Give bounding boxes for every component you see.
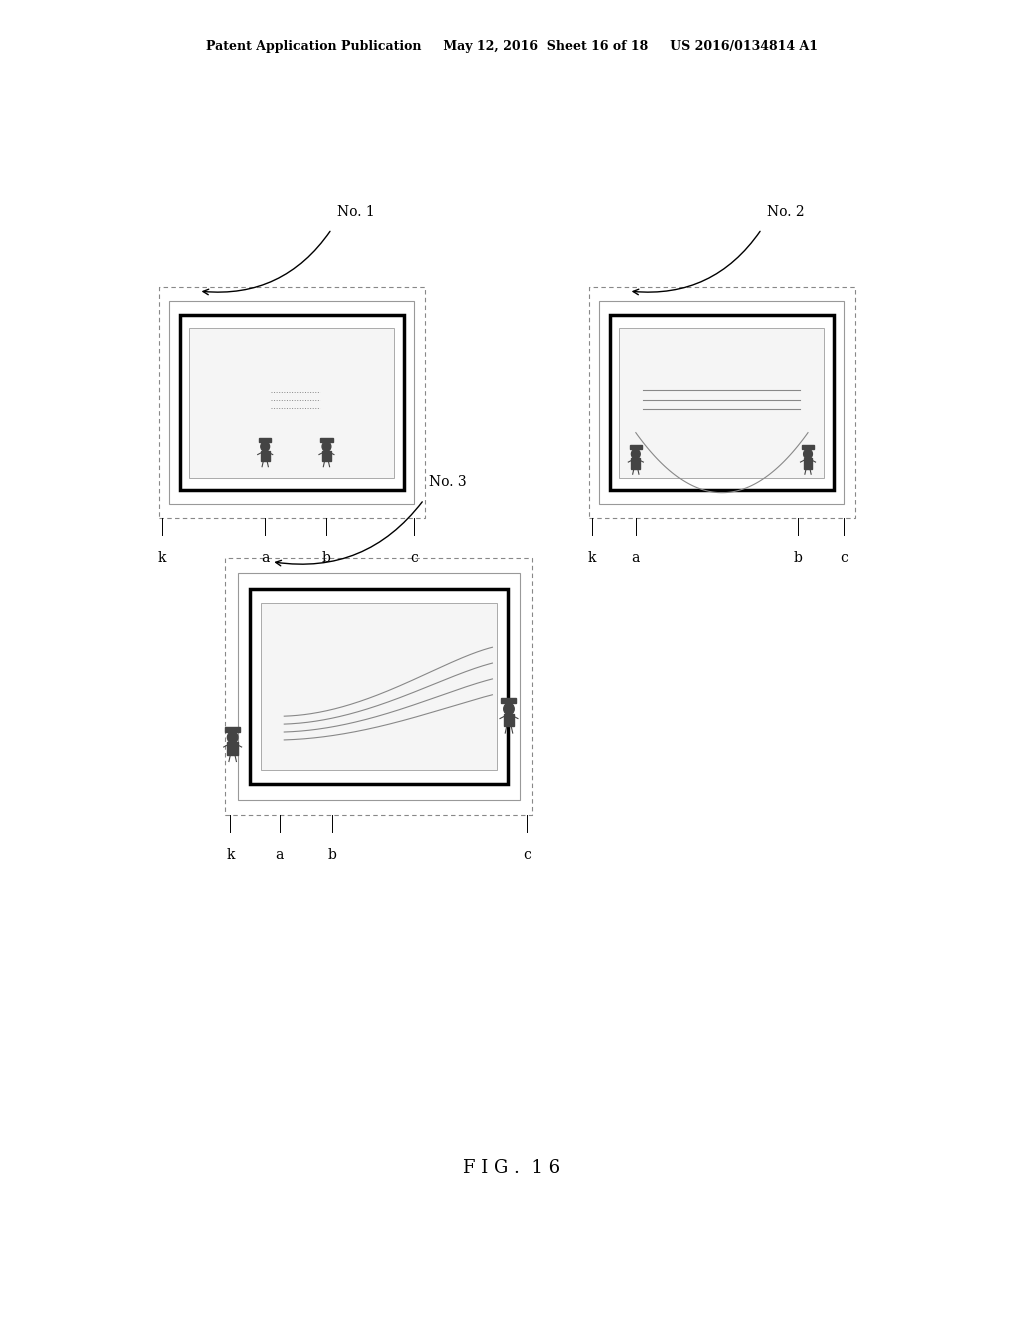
- Bar: [169, 301, 415, 504]
- Bar: [321, 438, 333, 442]
- Bar: [260, 603, 498, 770]
- Text: b: b: [794, 552, 802, 565]
- Bar: [504, 714, 514, 726]
- Bar: [238, 573, 520, 800]
- Text: k: k: [226, 849, 234, 862]
- Text: Patent Application Publication     May 12, 2016  Sheet 16 of 18     US 2016/0134: Patent Application Publication May 12, 2…: [206, 40, 818, 53]
- Bar: [599, 301, 845, 504]
- Bar: [323, 450, 331, 461]
- Bar: [225, 558, 532, 816]
- Text: a: a: [261, 552, 269, 565]
- Text: a: a: [275, 849, 284, 862]
- Text: k: k: [158, 552, 166, 565]
- Bar: [250, 589, 508, 784]
- Text: c: c: [523, 849, 531, 862]
- Ellipse shape: [632, 449, 640, 459]
- Text: a: a: [632, 552, 640, 565]
- Ellipse shape: [261, 442, 269, 451]
- Text: b: b: [322, 552, 331, 565]
- Ellipse shape: [227, 731, 238, 743]
- Bar: [802, 445, 814, 449]
- Bar: [189, 327, 394, 478]
- Text: No. 2: No. 2: [767, 205, 805, 219]
- Bar: [159, 288, 425, 519]
- Text: No. 1: No. 1: [337, 205, 375, 219]
- Text: k: k: [588, 552, 596, 565]
- Bar: [259, 438, 271, 442]
- Bar: [225, 727, 241, 731]
- Ellipse shape: [323, 442, 331, 451]
- Bar: [261, 450, 269, 461]
- Text: b: b: [327, 849, 336, 862]
- Bar: [632, 458, 640, 469]
- Ellipse shape: [504, 704, 514, 714]
- Bar: [502, 698, 516, 704]
- Bar: [620, 327, 824, 478]
- Text: c: c: [841, 552, 848, 565]
- Text: c: c: [411, 552, 418, 565]
- Text: F I G .  1 6: F I G . 1 6: [464, 1159, 560, 1177]
- Ellipse shape: [804, 449, 812, 459]
- Bar: [227, 742, 238, 755]
- Bar: [180, 315, 403, 491]
- Bar: [630, 445, 642, 449]
- Text: No. 3: No. 3: [429, 475, 467, 490]
- Bar: [804, 458, 812, 469]
- Bar: [589, 288, 855, 519]
- Bar: [610, 315, 834, 491]
